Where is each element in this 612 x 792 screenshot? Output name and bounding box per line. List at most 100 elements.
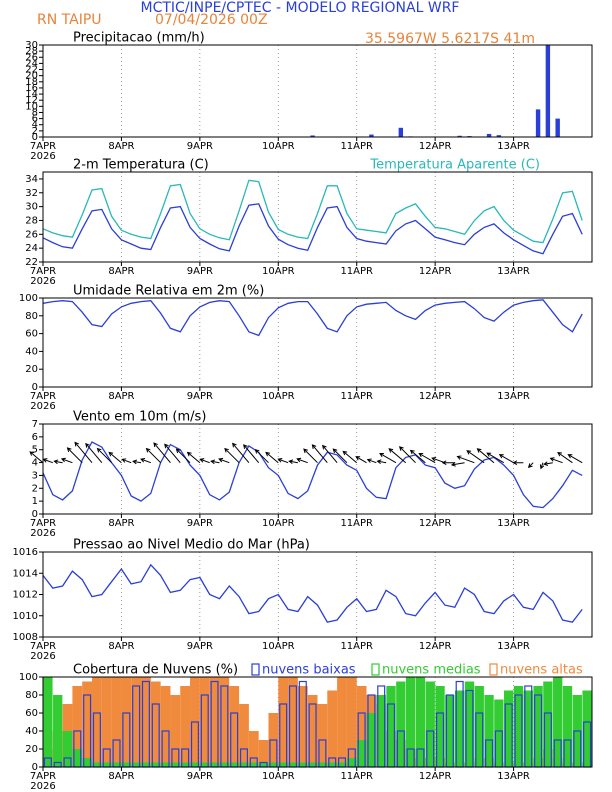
x-tick-label: 10APR xyxy=(262,266,295,277)
plot-frame xyxy=(42,171,593,263)
year-label: 2026 xyxy=(30,651,55,662)
x-tick-label: 11APR xyxy=(340,641,373,652)
panel-title: Cobertura de Nuvens (%) xyxy=(73,663,238,678)
bar xyxy=(533,686,543,767)
y-tick-label: 20 xyxy=(25,364,38,375)
wind-arrow xyxy=(265,451,279,464)
bar xyxy=(150,681,161,767)
wind-arrow xyxy=(254,448,269,464)
bar xyxy=(209,677,220,767)
bar xyxy=(199,677,210,767)
bar xyxy=(504,690,514,767)
wind-arrow xyxy=(232,442,250,464)
x-tick-label: 7APR xyxy=(30,266,56,277)
wind-arrow xyxy=(85,442,103,464)
x-tick-label: 7APR xyxy=(30,391,56,402)
x-tick-label: 13APR xyxy=(497,641,530,652)
x-tick-label: 12APR xyxy=(419,641,452,652)
y-tick-label: 24 xyxy=(25,58,38,69)
y-tick-label: 28 xyxy=(25,215,38,226)
bar xyxy=(268,762,279,767)
y-tick-label: 80 xyxy=(25,311,38,322)
y-tick-label: 0 xyxy=(32,382,38,393)
bar xyxy=(141,677,151,767)
x-tick-label: 7APR xyxy=(30,771,56,782)
wind-arrow xyxy=(322,444,338,464)
y-tick-label: 1 xyxy=(32,496,38,507)
bar xyxy=(376,695,386,767)
wind-arrow xyxy=(366,458,377,464)
y-tick-label: 20 xyxy=(25,71,38,82)
panel-title: Precipitacao (mm/h) xyxy=(73,31,205,46)
x-tick-label: 7APR xyxy=(30,641,56,652)
bar xyxy=(248,731,259,767)
bar xyxy=(53,695,63,767)
x-tick-label: 12APR xyxy=(419,141,452,152)
bar xyxy=(180,762,190,767)
bar xyxy=(229,762,239,767)
y-tick-label: 20 xyxy=(25,744,38,755)
bar xyxy=(405,677,416,767)
plot-frame xyxy=(42,551,593,638)
wind-arrow xyxy=(303,448,318,464)
wind-arrow xyxy=(476,448,495,464)
x-tick-label: 11APR xyxy=(340,266,373,277)
y-tick-label: 4 xyxy=(32,458,38,469)
bar xyxy=(356,740,367,767)
legend-label: nuvens altas xyxy=(500,663,583,678)
bar xyxy=(160,762,171,767)
bar xyxy=(239,762,249,767)
bar xyxy=(170,695,181,767)
bar xyxy=(464,681,475,767)
y-tick-label: 30 xyxy=(25,202,38,213)
y-tick-label: 4 xyxy=(32,120,38,131)
bar xyxy=(398,127,404,137)
y-tick-label: 10 xyxy=(25,101,38,112)
bar xyxy=(337,677,347,767)
wind-arrow xyxy=(398,446,416,464)
wind-arrow xyxy=(311,444,328,464)
bar xyxy=(62,731,73,767)
x-tick-label: 13APR xyxy=(497,391,530,402)
bar xyxy=(297,686,308,767)
wind-arrow xyxy=(53,459,63,465)
bar xyxy=(435,686,445,767)
bar xyxy=(131,677,142,767)
wind-arrow xyxy=(224,447,240,464)
y-tick-label: 0 xyxy=(32,132,38,143)
bar xyxy=(337,762,347,767)
bar xyxy=(415,677,426,767)
bar xyxy=(229,686,240,767)
bar xyxy=(555,118,560,137)
bar xyxy=(72,749,82,767)
wind-arrow xyxy=(121,458,132,464)
x-tick-label: 13APR xyxy=(497,266,530,277)
y-tick-label: 2 xyxy=(32,483,38,494)
bar xyxy=(101,677,112,767)
bar xyxy=(121,762,131,767)
wind-arrow xyxy=(96,447,112,464)
line xyxy=(42,203,583,255)
y-tick-label: 12 xyxy=(25,95,38,106)
bar xyxy=(425,681,435,767)
wind-arrow xyxy=(164,443,181,464)
wind-arrow xyxy=(153,442,171,464)
wind-arrow xyxy=(108,451,122,464)
bar xyxy=(141,762,151,767)
x-tick-label: 11APR xyxy=(340,518,373,529)
wind-arrow xyxy=(486,452,505,464)
y-tick-label: 100 xyxy=(19,672,38,683)
bar xyxy=(474,686,484,767)
bar xyxy=(553,677,563,767)
y-tick-label: 8 xyxy=(32,107,38,118)
y-tick-label: 40 xyxy=(25,346,38,357)
x-tick-label: 11APR xyxy=(340,391,373,402)
y-tick-label: 26 xyxy=(25,52,38,63)
year-label: 2026 xyxy=(30,528,55,539)
wind-arrow xyxy=(60,457,73,464)
bar xyxy=(190,762,200,767)
bar xyxy=(523,690,533,767)
bar xyxy=(111,762,122,767)
wind-arrow xyxy=(450,462,465,467)
